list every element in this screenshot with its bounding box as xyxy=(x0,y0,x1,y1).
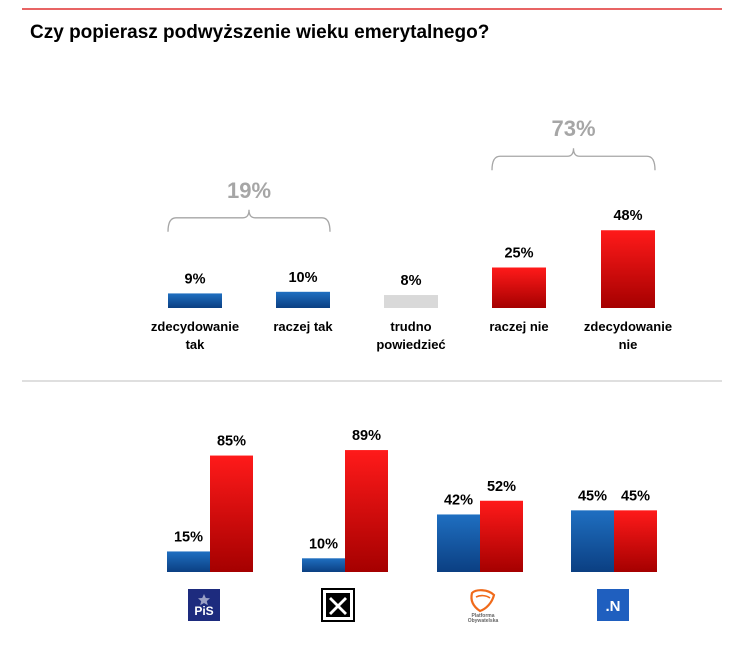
party-bar xyxy=(437,514,480,572)
svg-text:Obywatelska: Obywatelska xyxy=(468,618,499,624)
party-bar xyxy=(480,500,523,572)
party-bar-value-label: 89% xyxy=(352,428,381,444)
svg-text:Platforma: Platforma xyxy=(471,613,494,619)
bar-value-label: 8% xyxy=(401,273,422,289)
category-label: nie xyxy=(619,337,638,352)
party-chart: 15% 85% 10% 89% 42% 52% 45% 45% xyxy=(167,428,657,572)
party-bar xyxy=(167,551,210,572)
party-bar xyxy=(571,510,614,572)
party-bar-value-label: 52% xyxy=(487,479,516,495)
category-label: zdecydowanie xyxy=(151,319,239,334)
category-label: zdecydowanie xyxy=(584,319,672,334)
svg-text:.N: .N xyxy=(606,598,621,615)
bar xyxy=(168,293,222,308)
nowoczesna-logo: .N xyxy=(597,589,629,621)
group-brace xyxy=(167,209,331,232)
bar xyxy=(384,295,438,308)
group-total-label: 19% xyxy=(227,178,271,203)
svg-text:PiS: PiS xyxy=(194,604,213,618)
bar xyxy=(492,267,546,308)
party-bar xyxy=(614,510,657,572)
group-brace xyxy=(491,148,656,171)
party-bar-value-label: 85% xyxy=(217,434,246,450)
category-label: powiedzieć xyxy=(376,337,445,352)
bar xyxy=(276,291,330,308)
bar-value-label: 10% xyxy=(288,270,317,286)
group-total-label: 73% xyxy=(551,116,595,141)
category-label: tak xyxy=(186,337,206,352)
pis-logo: PiS xyxy=(188,589,220,621)
bar xyxy=(601,230,655,308)
party-bar-value-label: 42% xyxy=(444,492,473,508)
bar-value-label: 9% xyxy=(185,271,206,287)
party-bar xyxy=(210,455,253,572)
party-bar xyxy=(345,450,388,572)
bar-value-label: 25% xyxy=(504,246,533,262)
category-label: raczej tak xyxy=(273,319,333,334)
bar-value-label: 48% xyxy=(613,208,642,224)
party-bar xyxy=(302,558,345,572)
kukiz-logo xyxy=(321,588,355,622)
party-bar-value-label: 45% xyxy=(578,488,607,504)
party-bar-value-label: 45% xyxy=(621,488,650,504)
po-logo: Platforma Obywatelska xyxy=(468,589,499,624)
category-label: trudno xyxy=(390,319,431,334)
page-title: Czy popierasz podwyższenie wieku emeryta… xyxy=(30,22,489,43)
category-label: raczej nie xyxy=(489,319,548,334)
party-bar-value-label: 15% xyxy=(174,529,203,545)
party-bar-value-label: 10% xyxy=(309,536,338,552)
overall-chart: 9% zdecydowanie tak 10% raczej tak 8% trudno po… xyxy=(151,116,672,352)
